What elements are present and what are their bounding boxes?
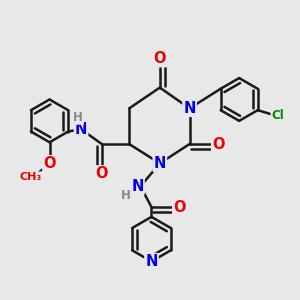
Text: H: H xyxy=(121,189,130,202)
Text: N: N xyxy=(131,179,144,194)
Text: N: N xyxy=(154,156,166,171)
Text: O: O xyxy=(96,166,108,181)
Text: O: O xyxy=(212,136,225,152)
Text: Cl: Cl xyxy=(272,109,284,122)
Text: H: H xyxy=(73,111,83,124)
Text: N: N xyxy=(183,101,196,116)
Text: N: N xyxy=(75,122,87,137)
Text: O: O xyxy=(173,200,186,214)
Text: N: N xyxy=(145,254,158,269)
Text: O: O xyxy=(43,156,56,171)
Text: CH₃: CH₃ xyxy=(20,172,42,182)
Text: O: O xyxy=(154,51,166,66)
